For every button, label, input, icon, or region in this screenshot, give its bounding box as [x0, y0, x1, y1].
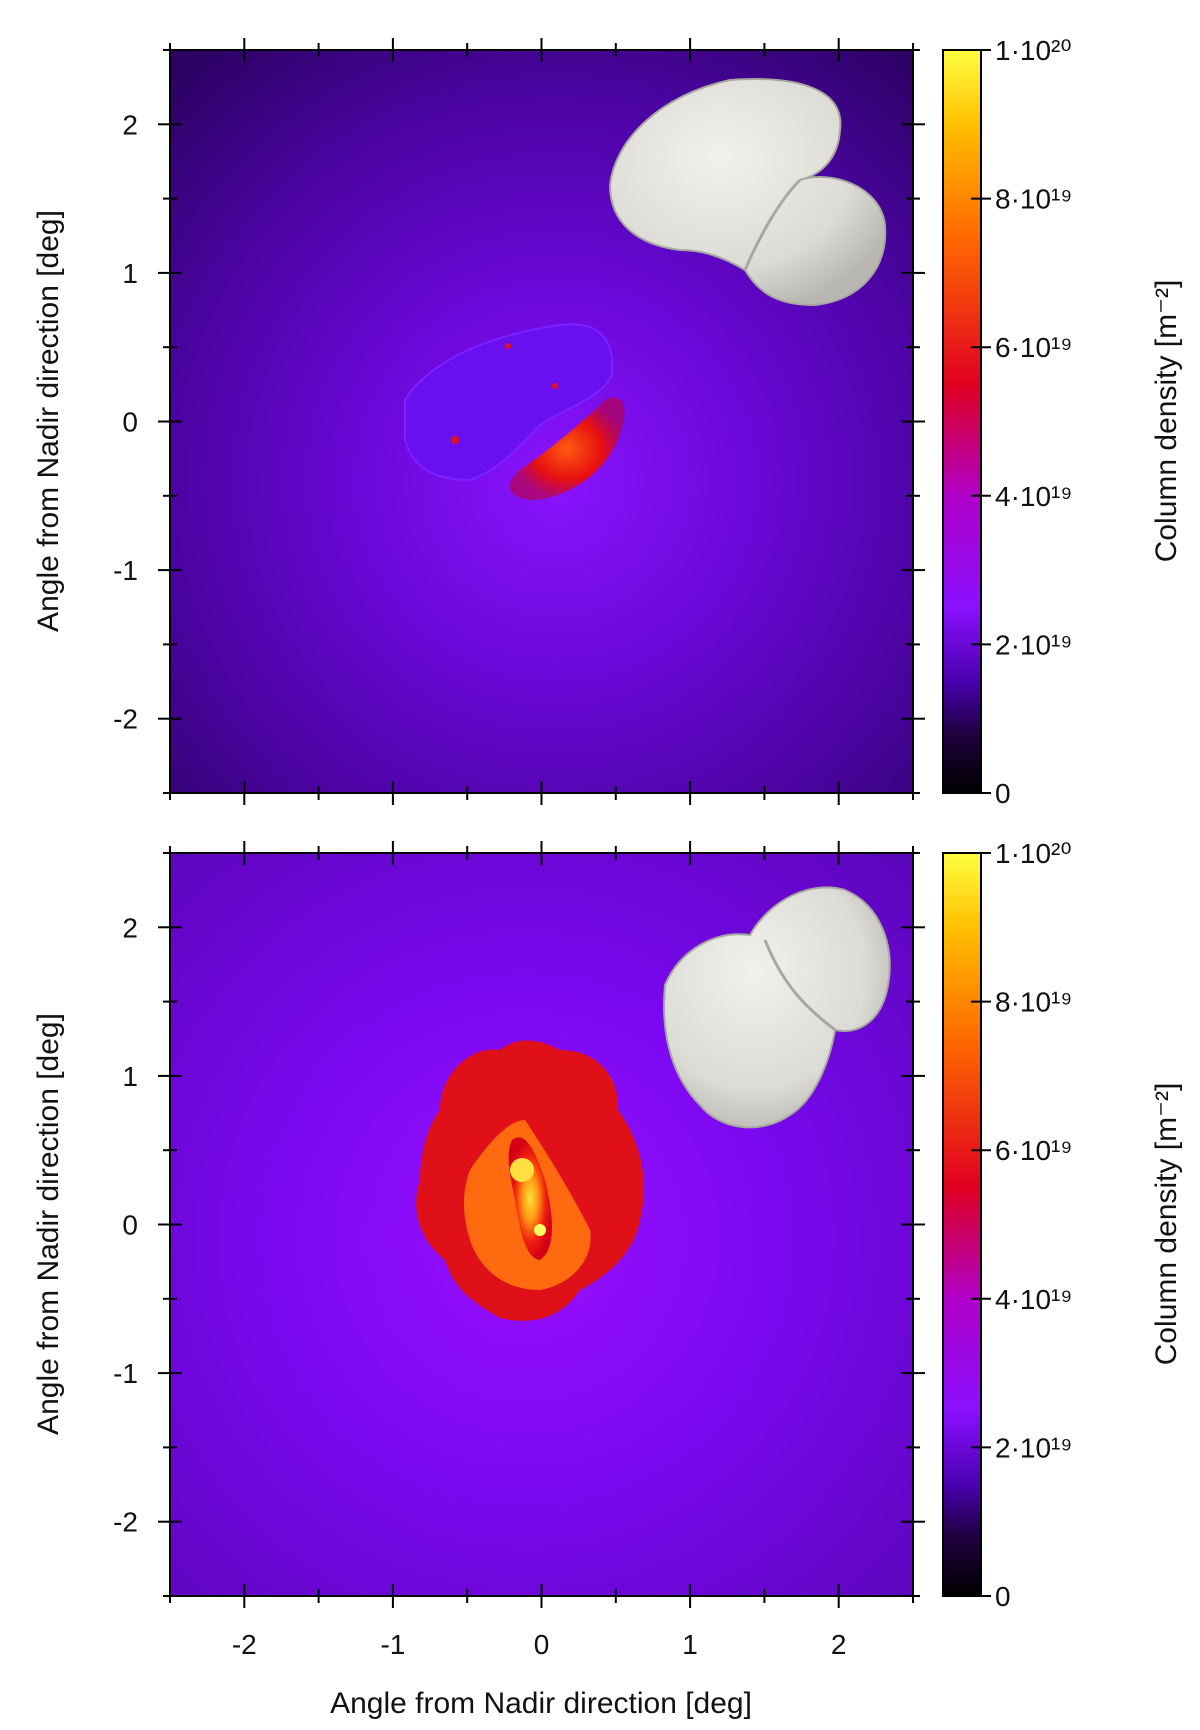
bottom-x-tick-label: 0 [534, 1629, 550, 1660]
top-colorbar-ticks: 1·10²⁰ 8·10¹⁹ 6·10¹⁹ 4·10¹⁹ 2·10¹⁹ 0 [971, 35, 1072, 809]
top-colorbar-tick-label: 8·10¹⁹ [995, 184, 1072, 215]
bottom-hotspot [534, 1224, 546, 1236]
bottom-colorbar-tick-label: 0 [995, 1581, 1011, 1612]
bottom-inset-nucleus-body [663, 886, 891, 1129]
bottom-colorbar-tick-label: 8·10¹⁹ [995, 987, 1072, 1018]
bottom-inset-nucleus [663, 886, 891, 1129]
bottom-colorbar [942, 852, 982, 1597]
top-colorbar [942, 49, 982, 794]
top-inset-nucleus-body [608, 78, 887, 307]
top-colorbar-label: Column density [m⁻²] [1150, 280, 1183, 563]
bottom-y-tick-label: -1 [113, 1358, 138, 1389]
top-panel: 2 1 0 -1 -2 Angle from Nadir direction [deg]… [32, 35, 1183, 809]
top-inset-nucleus-neck [743, 178, 802, 271]
bottom-y-tick-label: 0 [122, 1210, 138, 1241]
top-y-tick-label: -1 [113, 555, 138, 586]
top-colorbar-tick-label: 2·10¹⁹ [995, 629, 1072, 660]
bottom-y-tick-label: 1 [122, 1061, 138, 1092]
top-colorbar-tick-label: 4·10¹⁹ [995, 481, 1072, 512]
bottom-panel: 2 1 0 -1 -2 -2 -1 0 1 2 Angle from Nadir directio… [32, 838, 1183, 1720]
bottom-colorbar-tick-label: 6·10¹⁹ [995, 1135, 1072, 1166]
bottom-y-tick-label: -2 [113, 1507, 138, 1538]
bottom-colorbar-tick-label: 4·10¹⁹ [995, 1284, 1072, 1315]
bottom-x-tick-label: 1 [682, 1629, 698, 1660]
bottom-hotspot [510, 1158, 534, 1182]
top-axes: 2 1 0 -1 -2 [113, 38, 925, 805]
top-colorbar-tick-label: 1·10²⁰ [995, 35, 1072, 66]
top-ylabel: Angle from Nadir direction [deg] [32, 210, 65, 632]
top-hotspot [451, 436, 459, 444]
top-dense-jet [509, 397, 625, 500]
bottom-inset-nucleus-neck [763, 939, 836, 1032]
top-y-tick-label: 1 [122, 258, 138, 289]
top-colorbar-tick-label: 6·10¹⁹ [995, 332, 1072, 363]
top-hotspot [552, 383, 558, 389]
top-inset-nucleus [608, 78, 887, 307]
bottom-colorbar-ticks: 1·10²⁰ 8·10¹⁹ 6·10¹⁹ 4·10¹⁹ 2·10¹⁹ 0 [971, 838, 1072, 1612]
bottom-x-tick-label: -2 [232, 1629, 257, 1660]
bottom-y-tick-label: 2 [122, 912, 138, 943]
top-hotspot [505, 343, 511, 349]
bottom-x-tick-label: 2 [831, 1629, 847, 1660]
bottom-xlabel: Angle from Nadir direction [deg] [330, 1687, 752, 1720]
bottom-axes: 2 1 0 -1 -2 -2 -1 0 1 2 [113, 841, 925, 1660]
bottom-colorbar-tick-label: 1·10²⁰ [995, 838, 1072, 869]
top-y-tick-label: 0 [122, 407, 138, 438]
bottom-x-tick-label: -1 [380, 1629, 405, 1660]
bottom-ylabel: Angle from Nadir direction [deg] [32, 1013, 65, 1435]
bottom-colorbar-label: Column density [m⁻²] [1150, 1083, 1183, 1366]
top-y-tick-label: 2 [122, 109, 138, 140]
bottom-colorbar-tick-label: 2·10¹⁹ [995, 1432, 1072, 1463]
top-y-tick-label: -2 [113, 704, 138, 735]
top-colorbar-tick-label: 0 [995, 778, 1011, 809]
